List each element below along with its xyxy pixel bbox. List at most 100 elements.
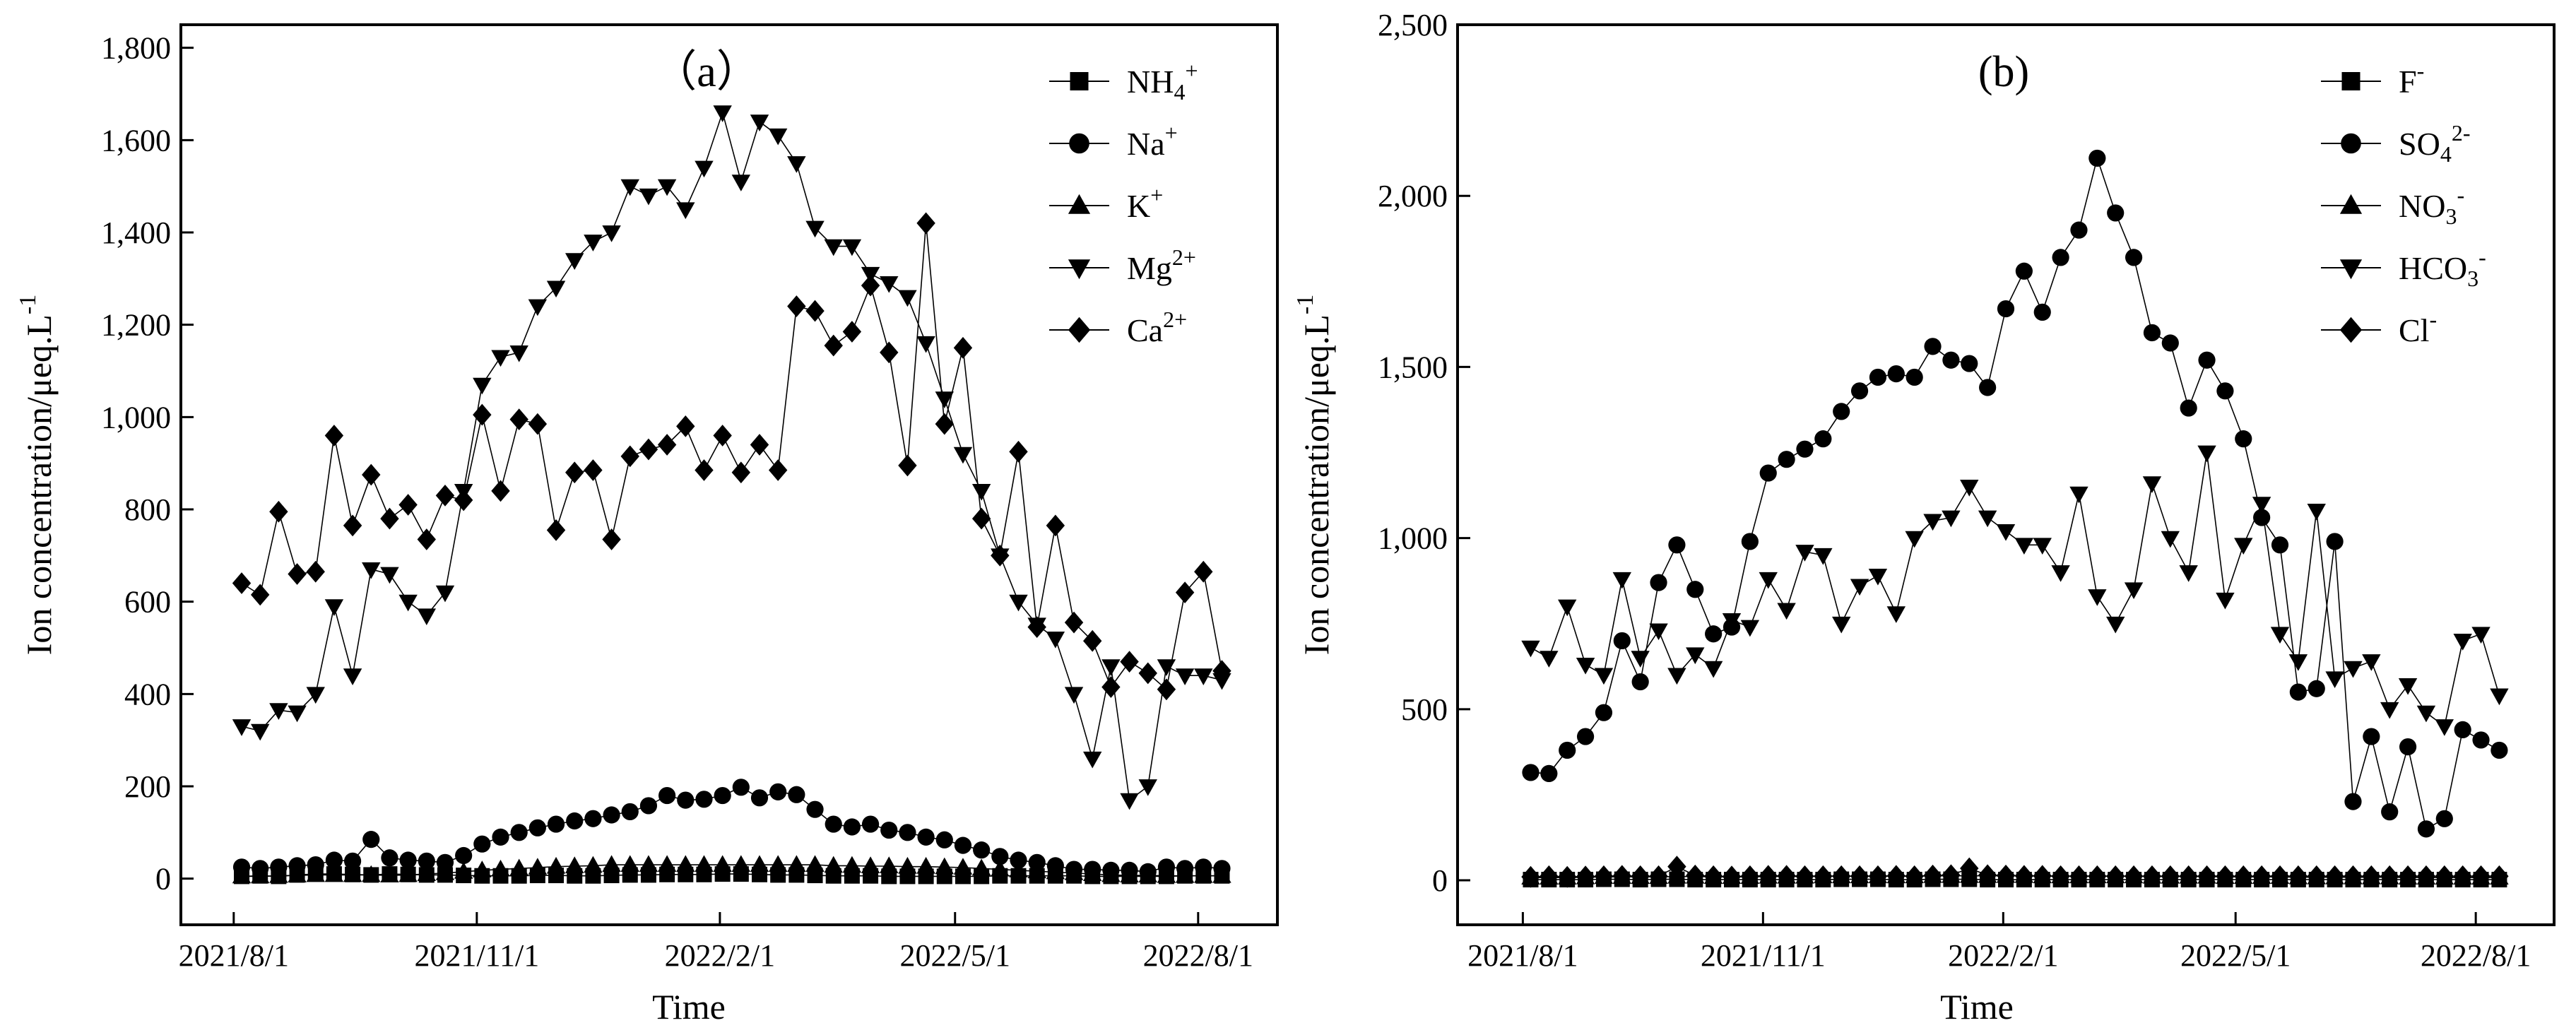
panel-a-point-mg2plus [750, 114, 769, 131]
panel-a-point-kplus [288, 865, 307, 882]
panel-a-point-mg2plus [1194, 668, 1213, 685]
panel-a-point-ca2plus [602, 528, 621, 550]
panel-a-point-ca2plus [971, 507, 991, 530]
panel-b-point-so42minus [1686, 581, 1704, 598]
panel-b-legend-entry-fminus: F- [2321, 58, 2424, 100]
panel-a-point-ca2plus [916, 212, 935, 235]
panel-b-point-hco3minus [1777, 603, 1796, 620]
panel-b-point-clminus [1960, 857, 1979, 880]
legend-label-base: SO [2399, 126, 2440, 162]
panel-a-point-ca2plus [768, 459, 788, 481]
panel-a-point-naplus [788, 786, 805, 803]
panel-a-point-naplus [714, 786, 731, 805]
panel-a-point-ca2plus [824, 334, 843, 357]
panel-b-point-so42minus [1942, 351, 1960, 369]
panel-b-point-so42minus [1796, 440, 1814, 458]
panel-b-point-clminus [1667, 856, 1686, 878]
legend-label-sup: 2+ [1163, 307, 1187, 332]
panel-b-point-clminus [2014, 865, 2034, 887]
panel-b-point-hco3minus [2307, 503, 2326, 521]
panel-b-point-so42minus [2125, 249, 2143, 266]
panel-b-point-clminus [1942, 864, 1961, 887]
panel-a-point-mg2plus [731, 175, 751, 191]
panel-b-point-hco3minus [2398, 678, 2418, 695]
panel-b-point-clminus [2325, 865, 2344, 887]
panel-a-point-ca2plus [695, 459, 714, 481]
panel-a-point-kplus [898, 856, 917, 874]
panel-a-point-naplus [547, 815, 565, 833]
panel-b-point-hco3minus [2435, 719, 2454, 736]
panel-b-x-tick-label: 2022/2/1 [1948, 938, 2058, 973]
panel-b-point-hco3minus [1612, 572, 1631, 589]
panel-a-point-kplus [1175, 865, 1195, 883]
panel-a-point-naplus [899, 824, 916, 841]
panel-b-legend-label-no3minus: NO3- [2399, 182, 2464, 229]
panel-a-point-kplus [805, 855, 825, 872]
panel-b-point-so42minus [1650, 574, 1667, 591]
panel-b-legend-entry-clminus: Cl- [2321, 307, 2437, 348]
panel-a-point-ca2plus [546, 519, 566, 541]
panel-b-point-hco3minus [1686, 647, 1705, 665]
panel-a-point-naplus [935, 831, 953, 848]
panel-b-point-so42minus [2235, 430, 2252, 448]
panel-a-point-mg2plus [288, 705, 307, 723]
panel-a-point-ca2plus [842, 321, 862, 343]
panel-a-y-tick-label: 0 [155, 862, 171, 897]
panel-b-legend-entry-so42minus: SO42- [2321, 120, 2470, 167]
panel-a-point-naplus [528, 819, 546, 836]
panel-b-point-hco3minus [1868, 569, 1888, 586]
panel-b-point-clminus [2398, 865, 2418, 887]
panel-b-point-hco3minus [1759, 572, 1778, 589]
panel-b-point-hco3minus [2197, 445, 2216, 463]
panel-a-point-kplus [971, 858, 991, 876]
panel-b-point-so42minus [1833, 403, 1850, 420]
panel-a-point-kplus [1138, 865, 1157, 882]
panel-a-point-kplus [1101, 865, 1121, 882]
panel-b-point-hco3minus [1923, 514, 1942, 531]
panel-b-point-so42minus [2308, 680, 2325, 697]
panel-b-point-hco3minus [1722, 613, 1742, 630]
legend-label-sup: - [2478, 244, 2486, 270]
panel-b-point-so42minus [1997, 300, 2015, 318]
panel-b-point-hco3minus [1558, 599, 1577, 617]
panel-a-point-mg2plus [695, 160, 714, 178]
panel-b-point-so42minus [1668, 536, 1686, 554]
panel-a-point-ca2plus [250, 584, 270, 606]
panel-b-point-so42minus [2454, 721, 2471, 738]
panel-a-point-mg2plus [676, 202, 695, 220]
panel-b-series-line-so42minus [1530, 156, 2500, 830]
panel-a-point-mg2plus [620, 179, 639, 196]
panel-a-point-kplus [417, 864, 436, 882]
panel-b-point-hco3minus [2490, 688, 2509, 706]
panel-a-point-mg2plus [473, 377, 492, 395]
panel-a-point-ca2plus [713, 425, 732, 446]
panel-b-point-hco3minus [1795, 545, 1814, 562]
panel-a-point-naplus [603, 806, 620, 824]
panel-a-point-kplus [935, 857, 954, 875]
panel-a-point-ca2plus [306, 560, 325, 583]
panel-b-point-clminus [2179, 865, 2198, 887]
panel-b-point-clminus [2142, 865, 2162, 887]
panel-b-point-hco3minus [1667, 668, 1686, 685]
panel-a-point-ca2plus [269, 500, 288, 523]
panel-a-point-mg2plus [842, 239, 862, 256]
panel-b-point-clminus [2234, 865, 2253, 887]
panel-b-legend-label-clminus: Cl- [2399, 307, 2437, 348]
panel-b-point-clminus [1832, 865, 1851, 887]
panel-b-legend: F-SO42-NO3-HCO3-Cl- [2321, 58, 2486, 348]
panel-a-point-kplus [861, 856, 880, 873]
panel-a-point-kplus [324, 865, 344, 882]
panel-b-point-clminus [2033, 865, 2052, 887]
panel-b-point-clminus [1722, 865, 1742, 888]
panel-a-point-naplus [566, 812, 584, 830]
panel-b-point-clminus [1759, 865, 1778, 887]
panel-a-point-ca2plus [417, 528, 436, 550]
panel-a-point-ca2plus [750, 434, 769, 456]
panel-a-point-mg2plus [768, 128, 788, 146]
panel-a-point-mg2plus [435, 585, 455, 603]
panel-b-point-so42minus [1814, 430, 1832, 448]
panel-a-point-ca2plus [953, 336, 973, 359]
panel-a-point-kplus [269, 865, 288, 883]
panel-b-point-clminus [2453, 865, 2472, 887]
panel-a-point-ca2plus [639, 438, 658, 461]
